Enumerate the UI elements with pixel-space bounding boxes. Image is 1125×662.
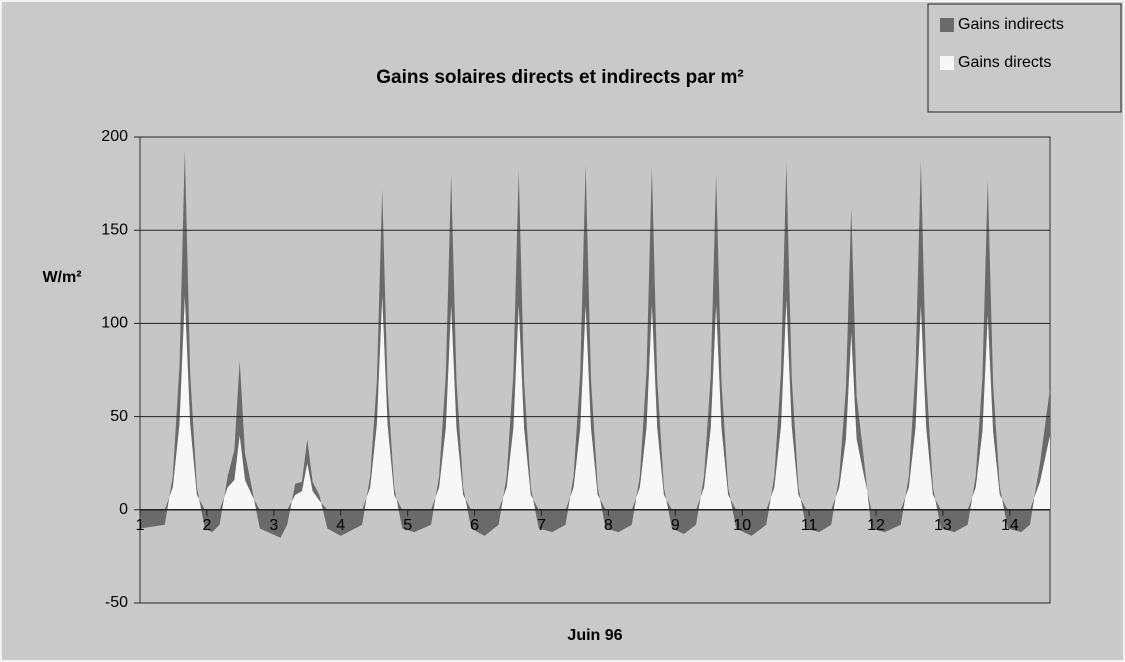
y-axis-label: W/m²	[42, 269, 81, 286]
x-tick-label: 3	[269, 517, 278, 534]
legend-swatch	[940, 56, 954, 70]
x-tick-label: 11	[801, 517, 818, 534]
x-tick-label: 10	[733, 517, 751, 534]
legend-box	[927, 3, 1122, 113]
y-tick-label: 150	[101, 221, 128, 238]
area	[140, 295, 1050, 510]
y-tick-label: 0	[119, 501, 128, 518]
legend-swatch	[940, 18, 954, 32]
x-tick-label: 13	[934, 517, 952, 534]
x-tick-label: 7	[537, 517, 546, 534]
y-tick-label: 100	[101, 315, 128, 332]
chart-title: Gains solaires directs et indirects par …	[376, 67, 743, 88]
y-tick-label: 200	[101, 128, 128, 145]
x-tick-label: 14	[1001, 517, 1019, 534]
x-tick-label: 2	[202, 517, 211, 534]
area	[140, 150, 1050, 538]
legend-label: Gains indirects	[958, 16, 1064, 33]
x-tick-label: 4	[336, 517, 345, 534]
x-tick-label: 12	[867, 517, 885, 534]
x-tick-label: 9	[671, 517, 680, 534]
y-tick-label: 50	[110, 408, 128, 425]
legend-label: Gains directs	[958, 54, 1051, 71]
x-tick-label: 1	[136, 517, 145, 534]
x-tick-label: 8	[604, 517, 613, 534]
x-tick-label: 5	[403, 517, 412, 534]
x-axis-label: Juin 96	[567, 627, 622, 644]
y-tick-label: -50	[105, 594, 128, 611]
x-tick-label: 6	[470, 517, 479, 534]
